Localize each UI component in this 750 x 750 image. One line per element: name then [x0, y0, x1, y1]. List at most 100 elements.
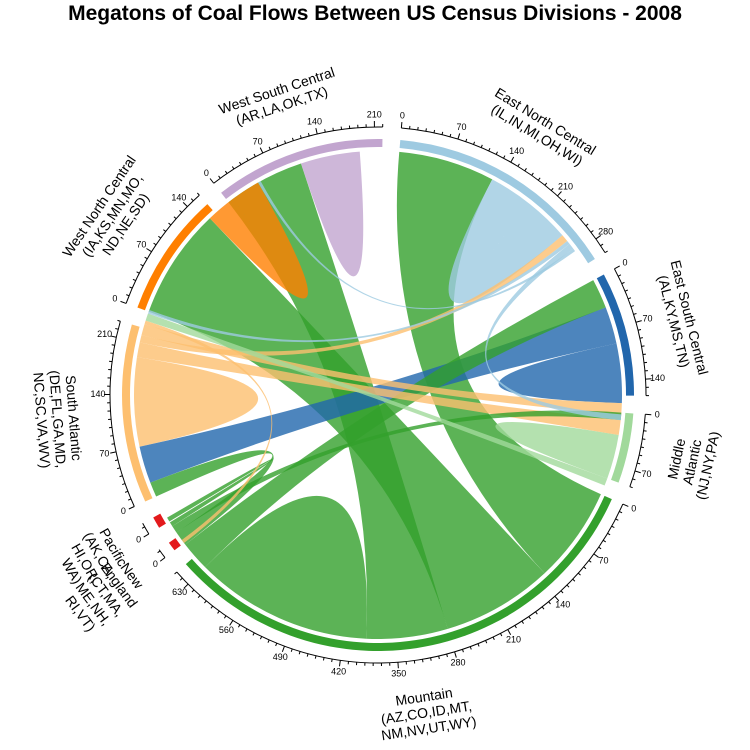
ribbon-sa-sa [133, 357, 259, 447]
major-tick [281, 645, 285, 652]
arc-esc [596, 274, 635, 396]
group-label-sa: South Atlantic(DE,FL,GA,MD,NC,SC,VA,WV) [30, 368, 85, 469]
tick-label: 70 [642, 313, 652, 323]
tick-label: 140 [90, 389, 105, 399]
ribbon-ma-ma [495, 422, 619, 479]
major-tick [400, 121, 403, 129]
minor-tick [541, 606, 545, 610]
minor-tick [174, 571, 178, 575]
minor-tick [117, 319, 121, 322]
minor-tick [574, 210, 578, 214]
minor-tick [624, 289, 629, 292]
minor-tick [223, 615, 227, 619]
minor-tick [267, 639, 270, 643]
tick-label: 70 [599, 555, 609, 565]
minor-tick [544, 182, 548, 186]
minor-tick [425, 128, 427, 132]
minor-tick [132, 278, 136, 282]
ribbon-wsc-wsc [300, 151, 364, 277]
minor-tick [449, 133, 452, 137]
minor-tick [640, 446, 644, 449]
ribbon-ma-sa [145, 313, 608, 486]
minor-tick [637, 462, 641, 465]
minor-tick [477, 643, 480, 647]
group-label-wsc: West South Central(AR,LA,OK,TX) [217, 64, 342, 133]
minor-tick [611, 525, 615, 529]
minor-tick [284, 140, 287, 144]
ribbon-enc-wnc [258, 181, 576, 310]
major-tick [259, 147, 264, 154]
minor-tick [217, 610, 220, 614]
major-tick [182, 202, 188, 207]
minor-tick [637, 329, 642, 331]
arc-ma [611, 412, 634, 483]
minor-tick [600, 243, 604, 247]
tick-label: 140 [509, 146, 524, 156]
tick-label: 0 [400, 110, 405, 120]
ribbon-mtn-sa [150, 450, 274, 545]
minor-tick [179, 210, 183, 213]
minor-tick [204, 600, 207, 604]
tick-label: 350 [391, 669, 406, 679]
axis-pac [142, 523, 150, 535]
minor-tick [577, 572, 581, 576]
minor-tick [128, 498, 132, 501]
minor-tick [441, 131, 444, 135]
minor-tick [580, 217, 584, 220]
minor-tick [324, 129, 326, 133]
minor-tick [115, 327, 119, 330]
major-tick [634, 470, 641, 474]
minor-tick [514, 625, 517, 629]
minor-tick [231, 166, 235, 170]
major-tick [635, 320, 642, 323]
minor-tick [621, 281, 625, 285]
minor-tick [531, 172, 534, 176]
minor-tick [173, 216, 177, 220]
major-tick [128, 506, 135, 510]
tick-label: 140 [307, 117, 322, 127]
axis-ma [629, 414, 646, 487]
tick-label: 0 [112, 294, 117, 304]
minor-tick [566, 584, 570, 588]
major-tick [229, 620, 234, 626]
tick-label: 0 [153, 559, 158, 569]
minor-tick [639, 454, 643, 457]
ribbon-enc-enc [448, 179, 563, 304]
minor-tick [639, 337, 643, 339]
minor-tick [196, 192, 200, 196]
axis-wsc [213, 126, 383, 184]
minor-tick [122, 483, 126, 486]
minor-tick [503, 155, 506, 159]
minor-tick [629, 486, 633, 489]
major-tick [110, 451, 117, 454]
minor-tick [421, 659, 424, 663]
minor-tick [290, 648, 293, 652]
minor-tick [433, 129, 436, 134]
minor-tick [438, 655, 440, 660]
minor-tick [473, 141, 476, 145]
minor-tick [627, 297, 632, 300]
tick-label: 0 [631, 503, 636, 513]
group-label-line: (DE,FL,GA,MD, [46, 370, 69, 469]
minor-tick [569, 204, 572, 208]
tick-label: 70 [456, 122, 466, 132]
minor-tick [607, 532, 611, 536]
minor-tick [615, 518, 619, 521]
minor-tick [590, 230, 594, 233]
minor-tick [299, 135, 302, 139]
minor-tick [245, 628, 248, 632]
tick-label: 0 [121, 506, 126, 516]
minor-tick [126, 294, 130, 297]
major-tick [209, 178, 215, 184]
arc-mtn [185, 495, 612, 651]
minor-tick [588, 560, 592, 563]
minor-tick [563, 199, 566, 202]
ribbon-sa-esc [141, 324, 622, 415]
major-tick [338, 660, 341, 667]
minor-tick [158, 235, 162, 239]
arc-wnc [137, 204, 213, 311]
tick-label: 210 [97, 329, 112, 339]
minor-tick [480, 144, 483, 148]
tick-label: 280 [598, 226, 613, 236]
